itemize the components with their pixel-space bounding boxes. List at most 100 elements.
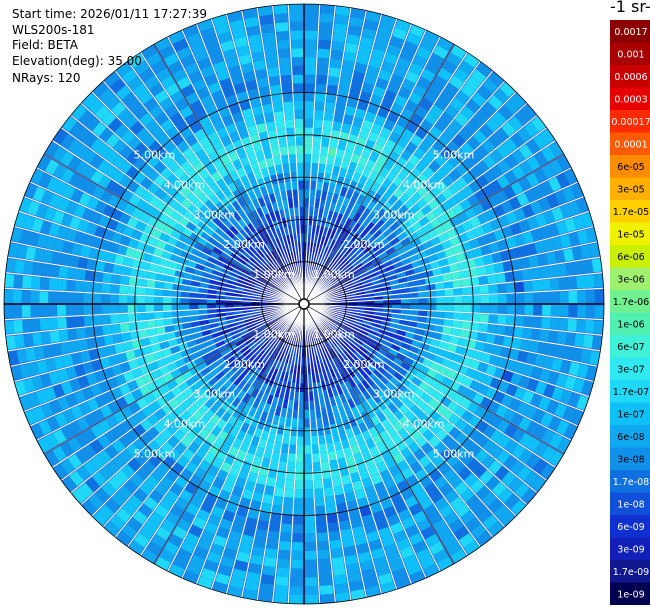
ppi-gate [257,419,266,430]
ppi-gate [133,105,148,120]
ray-line [303,303,413,585]
ppi-gate [192,78,207,92]
ppi-gate [385,217,396,227]
ppi-gate [448,440,461,454]
ppi-gate [346,287,356,293]
ppi-gate [244,285,254,291]
ppi-gate [278,361,285,372]
range-ring-label: 5.00km [433,448,475,461]
ppi-gate [133,171,146,185]
ppi-gate [505,282,516,293]
ppi-gate [195,337,205,345]
ppi-gate [32,262,43,276]
ppi-gate [461,437,475,451]
ppi-gate [389,236,400,246]
ppi-gate [198,136,211,149]
ppi-gate [353,282,363,288]
ppi-gate [508,247,520,260]
ray-line [303,303,604,321]
ppi-gate [487,94,503,110]
ppi-gate [105,345,117,356]
ppi-gate [422,404,434,416]
ppi-gate [4,320,15,335]
ppi-gate [335,345,343,354]
ppi-gate [434,497,449,511]
ppi-gate [413,147,426,160]
ppi-gate [118,304,128,313]
ppi-gate [414,354,425,364]
ray-line [256,7,305,305]
ppi-gate [559,291,569,303]
ppi-gate [52,446,67,462]
ppi-gate [337,256,346,265]
ppi-gate [248,563,262,574]
ppi-gate [155,37,171,52]
ppi-gate [174,375,186,386]
ppi-gate [244,116,256,128]
ppi-gate [222,86,235,98]
ppi-gate [236,147,247,159]
ppi-gate [319,576,333,586]
ppi-gate [112,454,127,469]
ppi-gate [383,505,397,518]
ppi-gate [185,92,200,105]
ppi-gate [446,343,458,353]
ppi-gate [74,364,86,377]
ppi-gate [374,264,385,272]
ppi-gate [379,375,389,385]
ppi-gate [238,411,248,422]
ppi-gate [407,320,418,328]
ppi-gate [410,416,423,429]
ppi-gate [127,295,137,304]
ppi-gate [403,40,418,54]
ppi-gate [299,206,304,216]
ppi-gate [197,237,208,247]
ppi-gate [178,381,190,392]
ppi-gate [224,296,234,301]
ppi-gate [319,154,327,165]
ppi-gate [183,210,194,221]
ppi-gate [333,23,348,34]
ppi-gate [466,458,481,472]
ppi-gate [471,304,481,313]
ppi-gate [257,178,266,189]
ppi-gate [293,347,297,357]
ppi-gate [186,32,202,46]
ppi-gate [382,370,393,381]
ppi-gate [354,62,367,74]
range-ring-label: 1.00km [313,328,355,341]
ray-line [303,102,528,305]
ppi-gate [247,88,260,100]
ppi-gate [98,504,115,520]
ppi-gate [425,533,440,548]
ppi-gate [333,252,341,262]
ppi-gate [376,233,387,243]
ppi-gate [288,355,293,365]
ppi-gate [469,216,482,228]
ppi-gate [97,450,112,465]
ppi-gate [155,556,171,571]
ppi-gate [141,190,154,203]
ppi-gate [52,429,67,445]
ppi-gate [382,396,393,407]
ppi-gate [253,285,263,291]
ppi-gate [287,462,296,472]
ppi-gate [258,5,273,17]
ppi-gate [450,271,461,280]
ppi-gate [418,304,428,310]
ppi-gate [278,460,287,471]
ppi-gate [198,180,210,193]
ppi-gate [372,434,383,446]
ppi-gate [394,94,408,108]
ppi-gate [174,330,185,338]
ppi-gate [341,326,350,333]
ppi-gate [262,343,271,352]
ppi-gate [133,437,147,451]
ppi-gate [182,227,193,238]
ppi-gate [175,204,188,216]
ppi-gate [361,323,372,330]
ppi-gate [460,452,474,466]
ppi-gate [347,25,362,37]
ppi-gate [443,281,454,289]
ppi-gate [400,107,414,121]
